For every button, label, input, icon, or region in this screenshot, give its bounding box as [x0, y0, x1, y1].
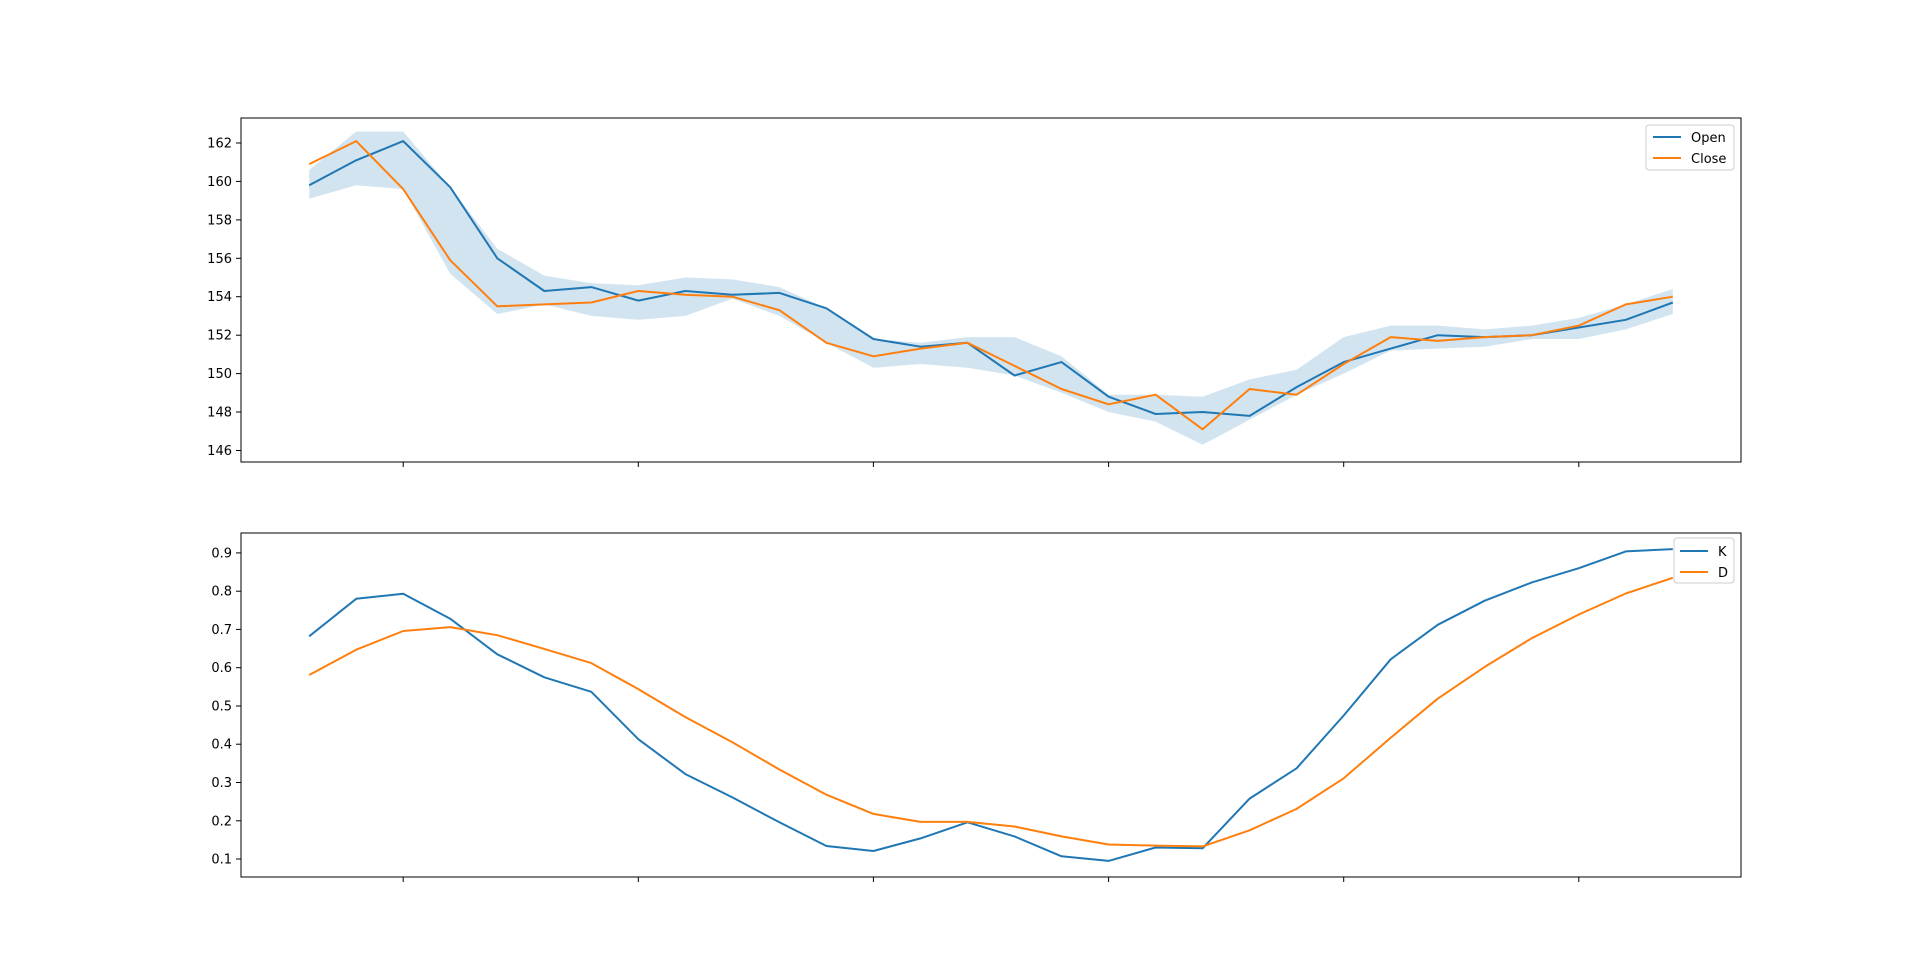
- y-tick-label: 152: [207, 329, 232, 344]
- y-tick-label: 0.8: [211, 585, 232, 600]
- price-y-axis: 146 148 150 152 154 156 158 160 162: [207, 137, 241, 459]
- legend-label-close: Close: [1691, 152, 1726, 167]
- y-tick-label: 0.1: [211, 853, 232, 868]
- price-x-axis: [402, 462, 1580, 467]
- y-tick-label: 154: [207, 290, 232, 305]
- y-tick-label: 0.9: [211, 546, 232, 561]
- y-tick-label: 0.6: [211, 661, 232, 676]
- price-axes-frame: [240, 117, 1742, 463]
- price-panel: 146 148 150 152 154 156 158 160 162 Open Close: [207, 117, 1742, 467]
- y-tick-label: 0.7: [211, 623, 232, 638]
- oscillator-x-axis: [402, 877, 1580, 882]
- range-band-area: [309, 131, 1673, 445]
- series-line-k: [308, 548, 1673, 862]
- legend-label-k: K: [1718, 545, 1727, 560]
- oscillator-legend: K D: [1673, 537, 1735, 584]
- y-tick-label: 150: [207, 367, 232, 382]
- series-line-d: [308, 576, 1674, 848]
- price-legend: Open Close: [1645, 124, 1735, 171]
- price-lines: [308, 140, 1674, 431]
- y-tick-label: 0.5: [211, 700, 232, 715]
- oscillator-lines: [308, 548, 1674, 862]
- y-tick-label: 158: [207, 213, 232, 228]
- open-close-range-band: [309, 131, 1673, 445]
- oscillator-axes-frame: [240, 532, 1742, 878]
- legend-label-d: D: [1718, 566, 1728, 581]
- y-tick-label: 146: [207, 444, 232, 459]
- y-tick-label: 0.4: [211, 738, 232, 753]
- oscillator-y-axis: 0.1 0.2 0.3 0.4 0.5 0.6 0.7 0.8 0.9: [211, 546, 241, 868]
- legend-label-open: Open: [1691, 131, 1726, 146]
- y-tick-label: 156: [207, 252, 232, 267]
- y-tick-label: 148: [207, 406, 232, 421]
- y-tick-label: 0.2: [211, 814, 232, 829]
- series-line-open: [308, 140, 1674, 417]
- y-tick-label: 162: [207, 137, 232, 152]
- series-line-close: [308, 140, 1673, 431]
- y-tick-label: 160: [207, 175, 232, 190]
- oscillator-panel: 0.1 0.2 0.3 0.4 0.5 0.6 0.7 0.8 0.9 K D: [211, 532, 1742, 882]
- y-tick-label: 0.3: [211, 776, 232, 791]
